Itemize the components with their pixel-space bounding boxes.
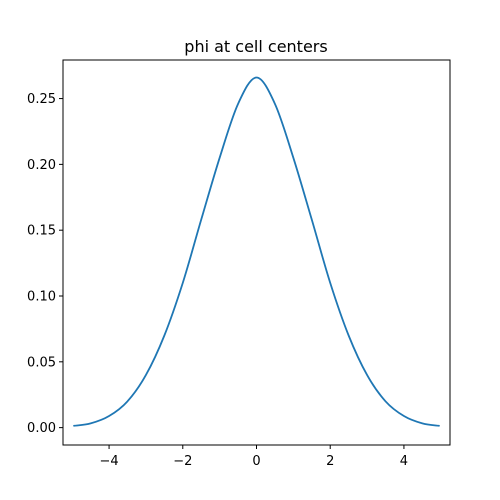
x-tick-label: 4 [400,454,408,469]
y-tick-label: 0.05 [27,355,56,370]
plot-frame [62,59,451,446]
x-tick-label: 2 [326,454,334,469]
y-tick-label: 0.00 [27,421,56,436]
x-axis: −4 −2 0 2 4 [99,445,408,469]
series-line-0 [73,76,440,427]
y-tick-label: 0.20 [27,158,56,173]
x-tick-label: −4 [99,454,118,469]
y-axis: 0.00 0.05 0.10 0.15 0.20 0.25 [27,92,63,436]
x-tick-label: −2 [173,454,192,469]
chart-title: phi at cell centers [184,37,327,56]
y-tick-label: 0.10 [27,290,56,305]
y-tick-label: 0.15 [27,224,56,239]
plot-area [73,76,440,427]
x-tick-label: 0 [252,454,260,469]
y-tick-label: 0.25 [27,92,56,107]
